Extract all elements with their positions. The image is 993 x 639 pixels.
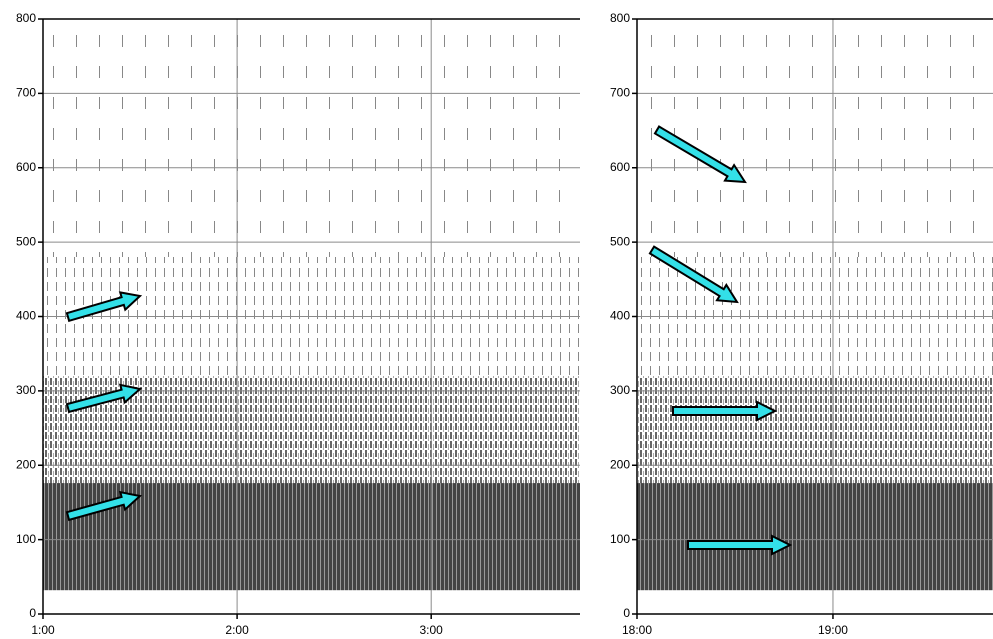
annotation-arrow — [65, 291, 143, 323]
texture — [637, 483, 993, 591]
y-tick-label: 300 — [610, 383, 630, 397]
y-tick-label: 500 — [16, 234, 36, 248]
y-tick-label: 300 — [16, 383, 36, 397]
y-tick-label: 600 — [610, 160, 630, 174]
y-tick-label: 400 — [16, 309, 36, 323]
charts: 0 100 200 300 400 500 600 700 800 1:00 2:00 3:00 0 10… — [16, 11, 993, 637]
y-tick-label: 200 — [610, 457, 630, 471]
x-tick-label: 3:00 — [420, 623, 444, 637]
y-tick-label: 600 — [16, 160, 36, 174]
texture — [43, 19, 580, 287]
annotation-arrow — [65, 383, 143, 414]
annotation-arrow — [672, 400, 778, 422]
y-tick-label: 800 — [16, 11, 36, 25]
annotation-arrow — [648, 245, 739, 304]
y-tick-label: 200 — [16, 457, 36, 471]
annotation-arrow — [687, 534, 793, 556]
x-tick-label: 18:00 — [622, 623, 652, 637]
y-tick-label: 100 — [16, 532, 36, 546]
y-tick-label: 0 — [29, 606, 36, 620]
annotation-arrow — [65, 490, 143, 522]
y-tick-label: 400 — [610, 309, 630, 323]
x-tick-label: 2:00 — [225, 623, 249, 637]
y-tick-label: 800 — [610, 11, 630, 25]
x-tick-label: 19:00 — [818, 623, 848, 637]
y-tick-label: 500 — [610, 234, 630, 248]
x-tick-label: 1:00 — [31, 623, 55, 637]
y-tick-label: 700 — [610, 86, 630, 100]
y-tick-label: 100 — [610, 532, 630, 546]
texture — [43, 257, 580, 388]
y-tick-label: 700 — [16, 86, 36, 100]
annotation-arrow — [653, 125, 747, 184]
texture — [637, 376, 993, 495]
y-tick-label: 0 — [623, 606, 630, 620]
